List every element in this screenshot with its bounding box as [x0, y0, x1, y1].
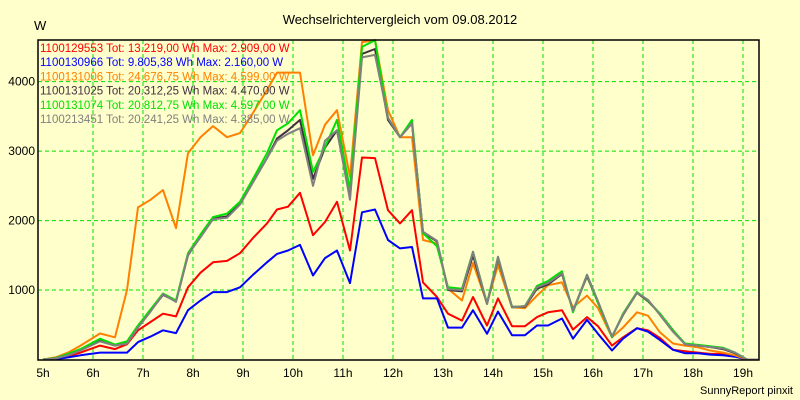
x-tick-label: 8h: [186, 366, 199, 380]
series-line-1100213451: [42, 53, 758, 361]
x-tick-label: 10h: [283, 366, 303, 380]
legend-entry-1100129553: 1100129553 Tot: 13.219,00 Wh Max: 2.909,…: [40, 43, 290, 55]
y-tick-label: 2000: [8, 214, 35, 228]
legend-entry-1100131074: 1100131074 Tot: 20.812,75 Wh Max: 4.597,…: [40, 100, 290, 112]
legend-entry-1100131006: 1100131006 Tot: 24.676,75 Wh Max: 4.599,…: [40, 71, 290, 83]
series-lines: [42, 39, 758, 361]
x-tick-label: 12h: [383, 366, 403, 380]
y-tick-label: 3000: [8, 144, 35, 158]
footer-credit: SunnyReport pinxit: [700, 385, 793, 397]
x-tick-label: 19h: [733, 366, 753, 380]
x-axis-ticks: 5h 6h 7h 8h 9h 10h 11h 12h 13h 14h 15h 16h 17h 18h 19h: [36, 366, 753, 380]
legend-entry-1100130966: 1100130966 Tot: 9.805,38 Wh Max: 2.160,0…: [40, 57, 283, 69]
plot-frame: [37, 39, 760, 361]
x-tick-label: 13h: [433, 366, 453, 380]
y-axis-ticks: 1000 2000 3000 4000: [8, 75, 35, 297]
chart-title: Wechselrichtervergleich vom 09.08.2012: [283, 12, 518, 27]
x-tick-label: 15h: [533, 366, 553, 380]
series-line-1100131006: [42, 39, 758, 361]
y-axis-unit-label: W: [34, 18, 47, 33]
x-tick-label: 11h: [333, 366, 352, 380]
x-tick-label: 6h: [86, 366, 99, 380]
x-tick-label: 5h: [36, 366, 49, 380]
x-tick-label: 9h: [236, 366, 249, 380]
y-tick-label: 1000: [8, 283, 35, 297]
series-line-1100130966: [42, 208, 758, 361]
legend-entry-1100131025: 1100131025 Tot: 20.312,25 Wh Max: 4.470,…: [40, 86, 290, 98]
legend: 1100129553 Tot: 13.219,00 Wh Max: 2.909,…: [40, 43, 290, 126]
y-tick-label: 4000: [8, 75, 35, 89]
x-tick-label: 7h: [136, 366, 149, 380]
x-tick-label: 17h: [633, 366, 653, 380]
x-tick-label: 16h: [583, 366, 603, 380]
legend-entry-1100213451: 1100213451 Tot: 20.241,25 Wh Max: 4.385,…: [40, 114, 290, 126]
x-tick-label: 18h: [683, 366, 703, 380]
x-tick-label: 14h: [483, 366, 503, 380]
